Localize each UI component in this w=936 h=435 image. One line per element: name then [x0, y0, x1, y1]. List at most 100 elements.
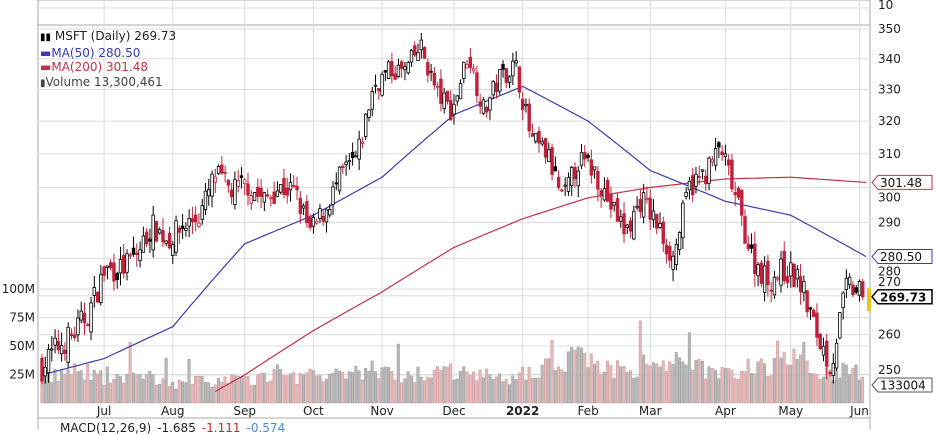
candle — [373, 74, 378, 94]
candle-body — [468, 56, 473, 68]
last-volume-tag-text: 133004 — [880, 379, 926, 393]
candle — [357, 130, 361, 171]
candle — [115, 271, 119, 289]
volume-bar — [380, 367, 384, 404]
volume-bar — [566, 351, 570, 404]
volume-bar — [223, 376, 227, 404]
volume-bar — [498, 373, 502, 404]
volume-bar — [661, 360, 665, 404]
candle — [704, 169, 708, 191]
volume-bar — [383, 366, 387, 404]
candle-body — [364, 113, 368, 137]
candle-body — [720, 151, 724, 156]
volume-bar — [733, 378, 737, 404]
candle-body — [465, 63, 469, 69]
candle — [40, 354, 44, 385]
volume-bar — [131, 373, 135, 404]
volume-bar — [128, 341, 132, 404]
volume-bar — [514, 379, 518, 404]
volume-bar — [687, 332, 691, 404]
month-tick-label: Mar — [639, 404, 662, 418]
price-tick-label: 300 — [878, 190, 901, 204]
candle-body — [605, 179, 610, 202]
volume-bar — [717, 378, 721, 404]
candle — [687, 176, 692, 200]
candle — [723, 144, 728, 166]
candle-body — [782, 250, 786, 282]
volume-bar — [344, 378, 348, 404]
volume-tick-label: 50M — [9, 339, 35, 353]
volume-bar — [468, 374, 472, 404]
volume-bar — [308, 368, 312, 404]
candle — [671, 250, 675, 282]
candle — [324, 208, 329, 233]
volume-bar — [181, 381, 184, 404]
candle-body — [517, 66, 522, 93]
candle — [694, 167, 698, 194]
candle — [180, 214, 185, 239]
candle — [399, 60, 404, 78]
price-tick-label: 350 — [878, 22, 901, 36]
volume-bar — [445, 366, 449, 404]
volume-bar — [295, 383, 299, 404]
volume-bar — [315, 375, 319, 404]
volume-bar — [171, 381, 175, 404]
volume-bar — [805, 360, 809, 404]
volume-bar — [194, 375, 198, 404]
candle-body — [619, 216, 623, 222]
volume-bar — [478, 370, 482, 404]
candle — [684, 187, 688, 200]
candle-body — [435, 85, 440, 88]
candle — [278, 184, 283, 195]
volume-bar — [704, 378, 708, 404]
candle — [141, 226, 146, 253]
candle — [756, 261, 760, 287]
candle-body — [560, 189, 564, 192]
volume-bar — [109, 382, 113, 404]
volume-bar — [465, 371, 469, 404]
candle-body — [628, 220, 633, 232]
candle-body — [360, 141, 365, 144]
volume-bar — [455, 378, 459, 404]
candle — [409, 49, 414, 68]
candle — [370, 86, 374, 117]
candle — [360, 136, 365, 149]
chart-legend: ▮▮ MSFT (Daily) 269.73 ▬MA(50) 280.50 ▬M… — [40, 29, 176, 91]
candle — [128, 252, 132, 260]
candle-body — [602, 188, 607, 201]
volume-bar — [834, 370, 838, 404]
candle — [63, 342, 67, 361]
volume-bar — [720, 367, 724, 404]
candle — [762, 256, 767, 302]
candle — [429, 64, 433, 82]
candle — [517, 66, 522, 99]
candle-body — [282, 177, 286, 196]
volume-bar — [838, 377, 842, 404]
candle-body — [769, 289, 773, 292]
volume-bar — [79, 370, 83, 404]
candle-body — [328, 209, 332, 216]
candle — [148, 228, 152, 253]
volume-bar — [233, 375, 237, 404]
volume-bar — [60, 370, 64, 404]
month-tick-label: Oct — [303, 404, 324, 418]
candle-body — [354, 155, 358, 158]
volume-bar — [799, 354, 802, 404]
candle — [314, 218, 319, 225]
candle — [779, 251, 783, 293]
volume-bar — [622, 365, 626, 404]
volume-bar — [357, 370, 361, 404]
candle-body — [321, 216, 325, 222]
volume-bar — [517, 372, 521, 404]
volume-bar — [697, 358, 701, 404]
candle-body — [99, 273, 103, 303]
candle — [341, 163, 345, 174]
candle — [530, 123, 535, 137]
candle — [86, 322, 90, 327]
candle-body — [697, 175, 701, 178]
candle — [717, 141, 721, 159]
candle-body — [514, 60, 518, 64]
candle — [645, 186, 649, 204]
candle-body — [337, 166, 342, 192]
candle-body — [825, 340, 829, 367]
